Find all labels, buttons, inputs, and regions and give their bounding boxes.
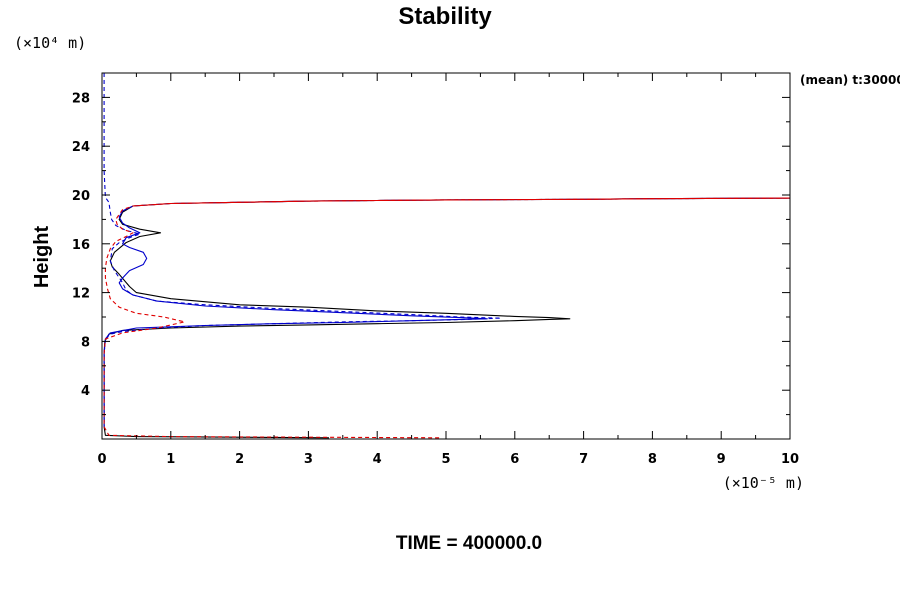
x-tick-label: 3 [304,452,313,467]
x-tick-label: 9 [717,452,726,467]
x-tick-label: 10 [781,452,799,467]
x-tick-label: 6 [510,452,519,467]
y-tick-label: 24 [72,140,90,155]
y-axis-label: Height [31,226,53,289]
x-tick-label: 4 [373,452,382,467]
x-tick-label: 0 [97,452,106,467]
series-line-2 [103,197,791,427]
series-line-3 [103,73,502,427]
y-unit-label: (×10⁴ m) [14,34,86,52]
series-line-1 [103,197,791,439]
x-tick-label: 1 [166,452,175,467]
x-unit-label: (×10⁻⁵ m) [723,474,804,492]
y-tick-label: 4 [81,384,90,399]
x-tick-label: 5 [441,452,450,467]
series-line-5 [132,197,791,207]
y-tick-label: 28 [72,91,90,106]
y-tick-label: 12 [72,287,90,302]
chart-title: Stability [398,3,492,30]
series-layer [103,73,791,439]
corner-label: (mean) t:30000 [800,73,900,87]
x-tick-label: 8 [648,452,657,467]
x-tick-label: 2 [235,452,244,467]
x-tick-label: 7 [579,452,588,467]
y-tick-label: 8 [81,335,90,350]
series-line-4 [103,197,791,439]
y-tick-label: 16 [72,238,90,253]
plot-frame [101,72,791,440]
time-label: TIME = 400000.0 [396,533,542,554]
y-tick-label: 20 [72,189,90,204]
